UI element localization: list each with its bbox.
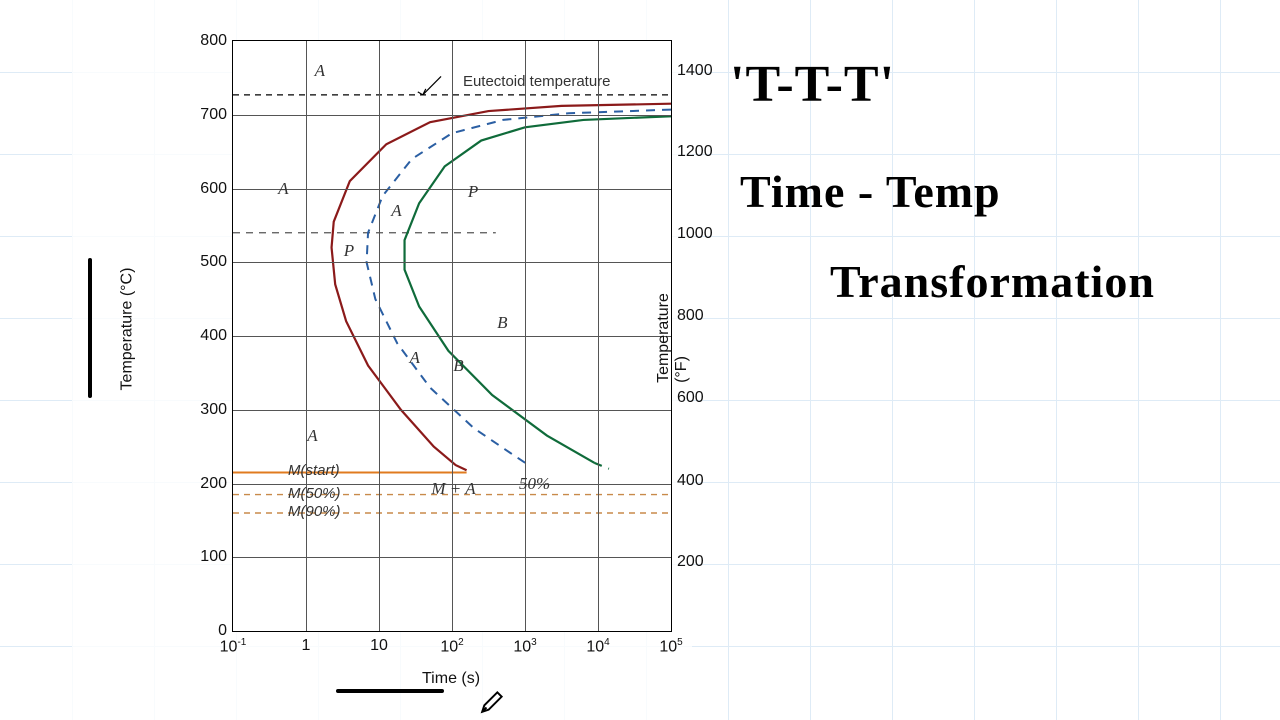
region-label: A: [391, 201, 401, 221]
grid-h: [233, 189, 671, 190]
y-left-tick: 600: [200, 180, 227, 198]
handwritten-line-2: Time - Temp: [740, 165, 1001, 218]
underline-y-label: [88, 258, 92, 398]
y-left-axis-label: Temperature (°C): [118, 268, 136, 391]
x-tick: 1: [302, 637, 311, 655]
eutectoid-label: Eutectoid temperature: [463, 73, 611, 90]
y-left-tick: 300: [200, 401, 227, 419]
x-axis-label: Time (s): [422, 670, 480, 688]
y-left-tick: 800: [200, 32, 227, 50]
grid-h: [233, 115, 671, 116]
region-label: A: [278, 179, 288, 199]
region-label: A: [410, 348, 420, 368]
y-right-axis-label: Temperature (°F): [655, 293, 691, 383]
region-label: B: [453, 356, 463, 376]
martensite-label-start: M(start): [288, 462, 340, 479]
handwritten-line-3: Transformation: [830, 255, 1155, 308]
curve: [418, 89, 426, 95]
grid-h: [233, 262, 671, 263]
region-label: P: [344, 241, 354, 261]
y-right-tick: 400: [677, 472, 704, 490]
grid-h: [233, 410, 671, 411]
y-right-tick: 1400: [677, 62, 713, 80]
y-right-tick: 1200: [677, 143, 713, 161]
y-left-tick: 500: [200, 253, 227, 271]
y-left-tick: 700: [200, 106, 227, 124]
region-label: M + A: [431, 479, 475, 499]
y-left-tick: 0: [218, 622, 227, 640]
underline-x-label: [336, 689, 444, 693]
y-left-tick: 100: [200, 548, 227, 566]
y-right-tick: 200: [677, 553, 704, 571]
grid-h: [233, 336, 671, 337]
ttt-diagram-panel: 10-1110102103104105010020030040050060070…: [72, 0, 692, 720]
curve: [405, 116, 671, 463]
curve: [594, 463, 609, 469]
y-left-tick: 400: [200, 327, 227, 345]
x-tick: 104: [586, 637, 609, 656]
region-label: B: [497, 313, 507, 333]
x-tick: 103: [513, 637, 536, 656]
y-left-tick: 200: [200, 475, 227, 493]
curve: [423, 76, 441, 94]
martensite-label-pct50: M(50%): [288, 485, 341, 502]
y-right-tick: 1000: [677, 225, 713, 243]
y-right-tick: 600: [677, 389, 704, 407]
region-label: A: [315, 61, 325, 81]
x-tick: 102: [440, 637, 463, 656]
region-label: P: [468, 182, 478, 202]
pen-cursor-icon: [480, 688, 506, 714]
martensite-label-pct90: M(90%): [288, 503, 341, 520]
curve: [332, 104, 671, 471]
handwritten-title: 'T-T-T': [730, 55, 895, 114]
region-label: 50%: [519, 474, 550, 494]
grid-h: [233, 557, 671, 558]
x-tick: 105: [659, 637, 682, 656]
x-tick: 10: [370, 637, 388, 655]
region-label: A: [307, 426, 317, 446]
plot-area: 10-1110102103104105010020030040050060070…: [232, 40, 672, 632]
